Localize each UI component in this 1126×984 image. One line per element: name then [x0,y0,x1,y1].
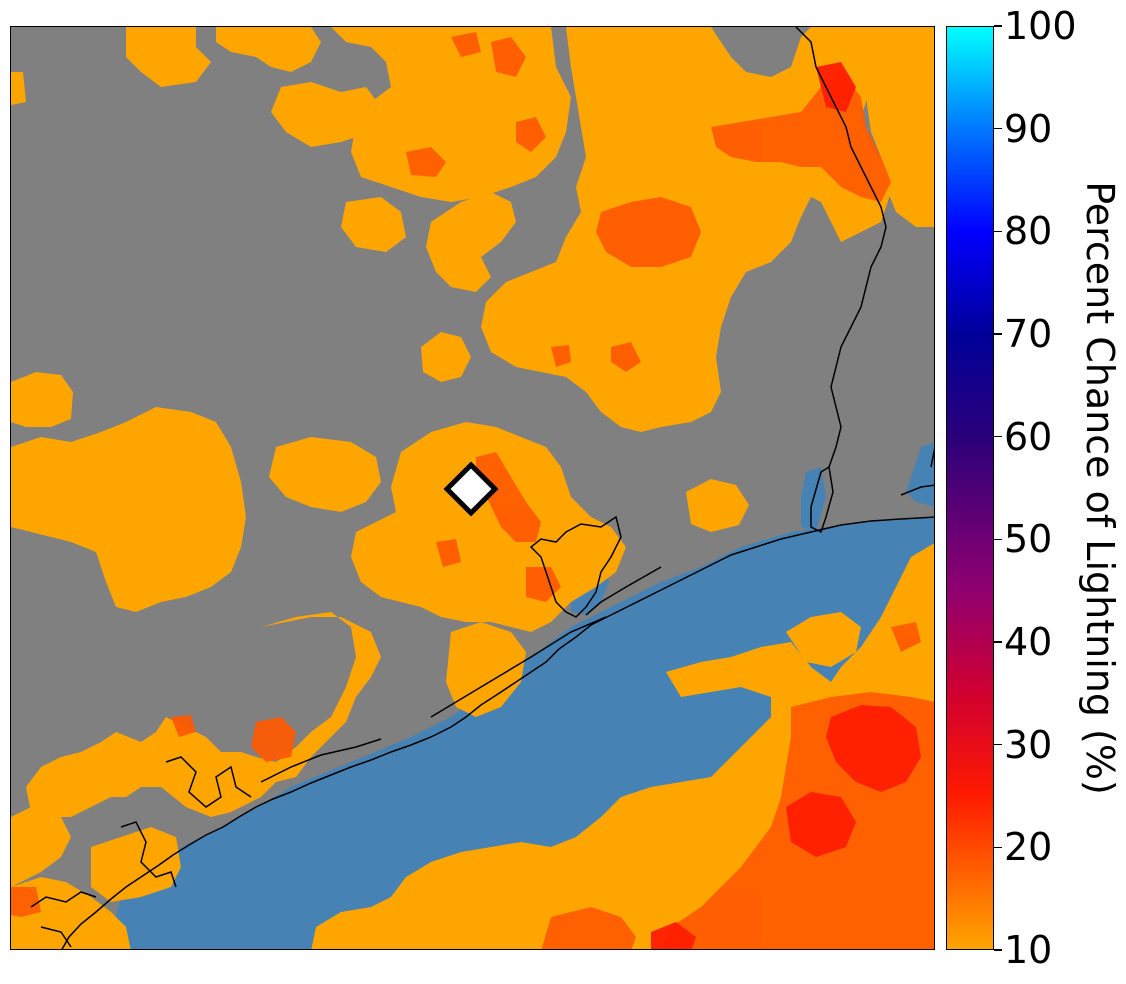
colorbar-tick-mark [994,846,1002,849]
colorbar-tick-label: 70 [1004,312,1053,356]
location-diamond-marker-icon [443,461,499,517]
colorbar-tick-label: 50 [1004,517,1053,562]
colorbar-tick-label: 20 [1004,825,1053,870]
colorbar-tick-mark [994,435,1002,438]
colorbar-tick-mark [994,949,1002,951]
colorbar-tick-label: 30 [1004,722,1053,767]
colorbar-tick-mark [994,743,1002,746]
colorbar-tick-label: 90 [1004,106,1053,151]
colorbar-tick-mark [994,127,1002,130]
lightning-probability-map [10,26,935,950]
colorbar-tick-mark [994,230,1002,233]
colorbar-tick-label: 60 [1004,414,1053,459]
map-canvas [11,27,934,949]
colorbar-tick-mark [994,25,1002,27]
colorbar-label: Percent Chance of Lightning (%) [1078,181,1122,795]
colorbar-tick-mark [994,641,1002,643]
colorbar [946,26,994,950]
colorbar-tick-label: 80 [1004,209,1053,254]
lightning-probability-30-plus-regions [651,62,921,949]
coastline [30,27,934,949]
colorbar-tick-mark [994,333,1002,335]
colorbar-tick-mark [994,538,1002,541]
colorbar-tick-label: 40 [1004,620,1053,664]
colorbar-tick-label: 10 [1004,928,1053,972]
colorbar-tick-label: 100 [1004,4,1077,48]
